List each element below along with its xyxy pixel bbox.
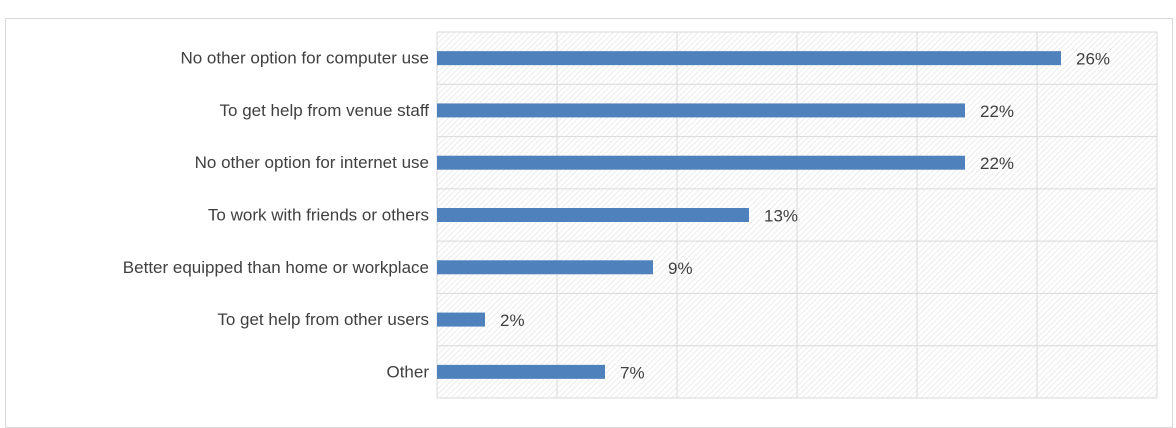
category-label: To get help from venue staff: [220, 101, 430, 120]
bar: [437, 155, 965, 170]
data-label: 9%: [668, 259, 693, 278]
category-label: No other option for computer use: [180, 49, 429, 68]
category-labels: No other option for computer use To get h…: [123, 49, 430, 382]
bar: [437, 364, 605, 379]
data-label: 26%: [1076, 50, 1110, 69]
category-label: To work with friends or others: [208, 206, 429, 225]
bar: [437, 51, 1061, 66]
category-label: No other option for internet use: [195, 153, 429, 172]
bar: [437, 103, 965, 118]
bars: [437, 51, 1061, 379]
bar: [437, 260, 653, 275]
data-label: 13%: [764, 207, 798, 226]
data-label: 22%: [980, 154, 1014, 173]
data-label: 7%: [620, 363, 645, 382]
data-labels: 26% 22% 22% 13% 9% 2% 7%: [500, 50, 1110, 383]
category-label: To get help from other users: [217, 310, 429, 329]
category-label: Other: [386, 362, 429, 381]
bar: [437, 208, 749, 222]
bar: [437, 312, 485, 327]
category-label: Better equipped than home or workplace: [123, 258, 429, 277]
data-label: 2%: [500, 311, 525, 330]
data-label: 22%: [980, 102, 1014, 121]
gridlines: [436, 31, 1158, 399]
